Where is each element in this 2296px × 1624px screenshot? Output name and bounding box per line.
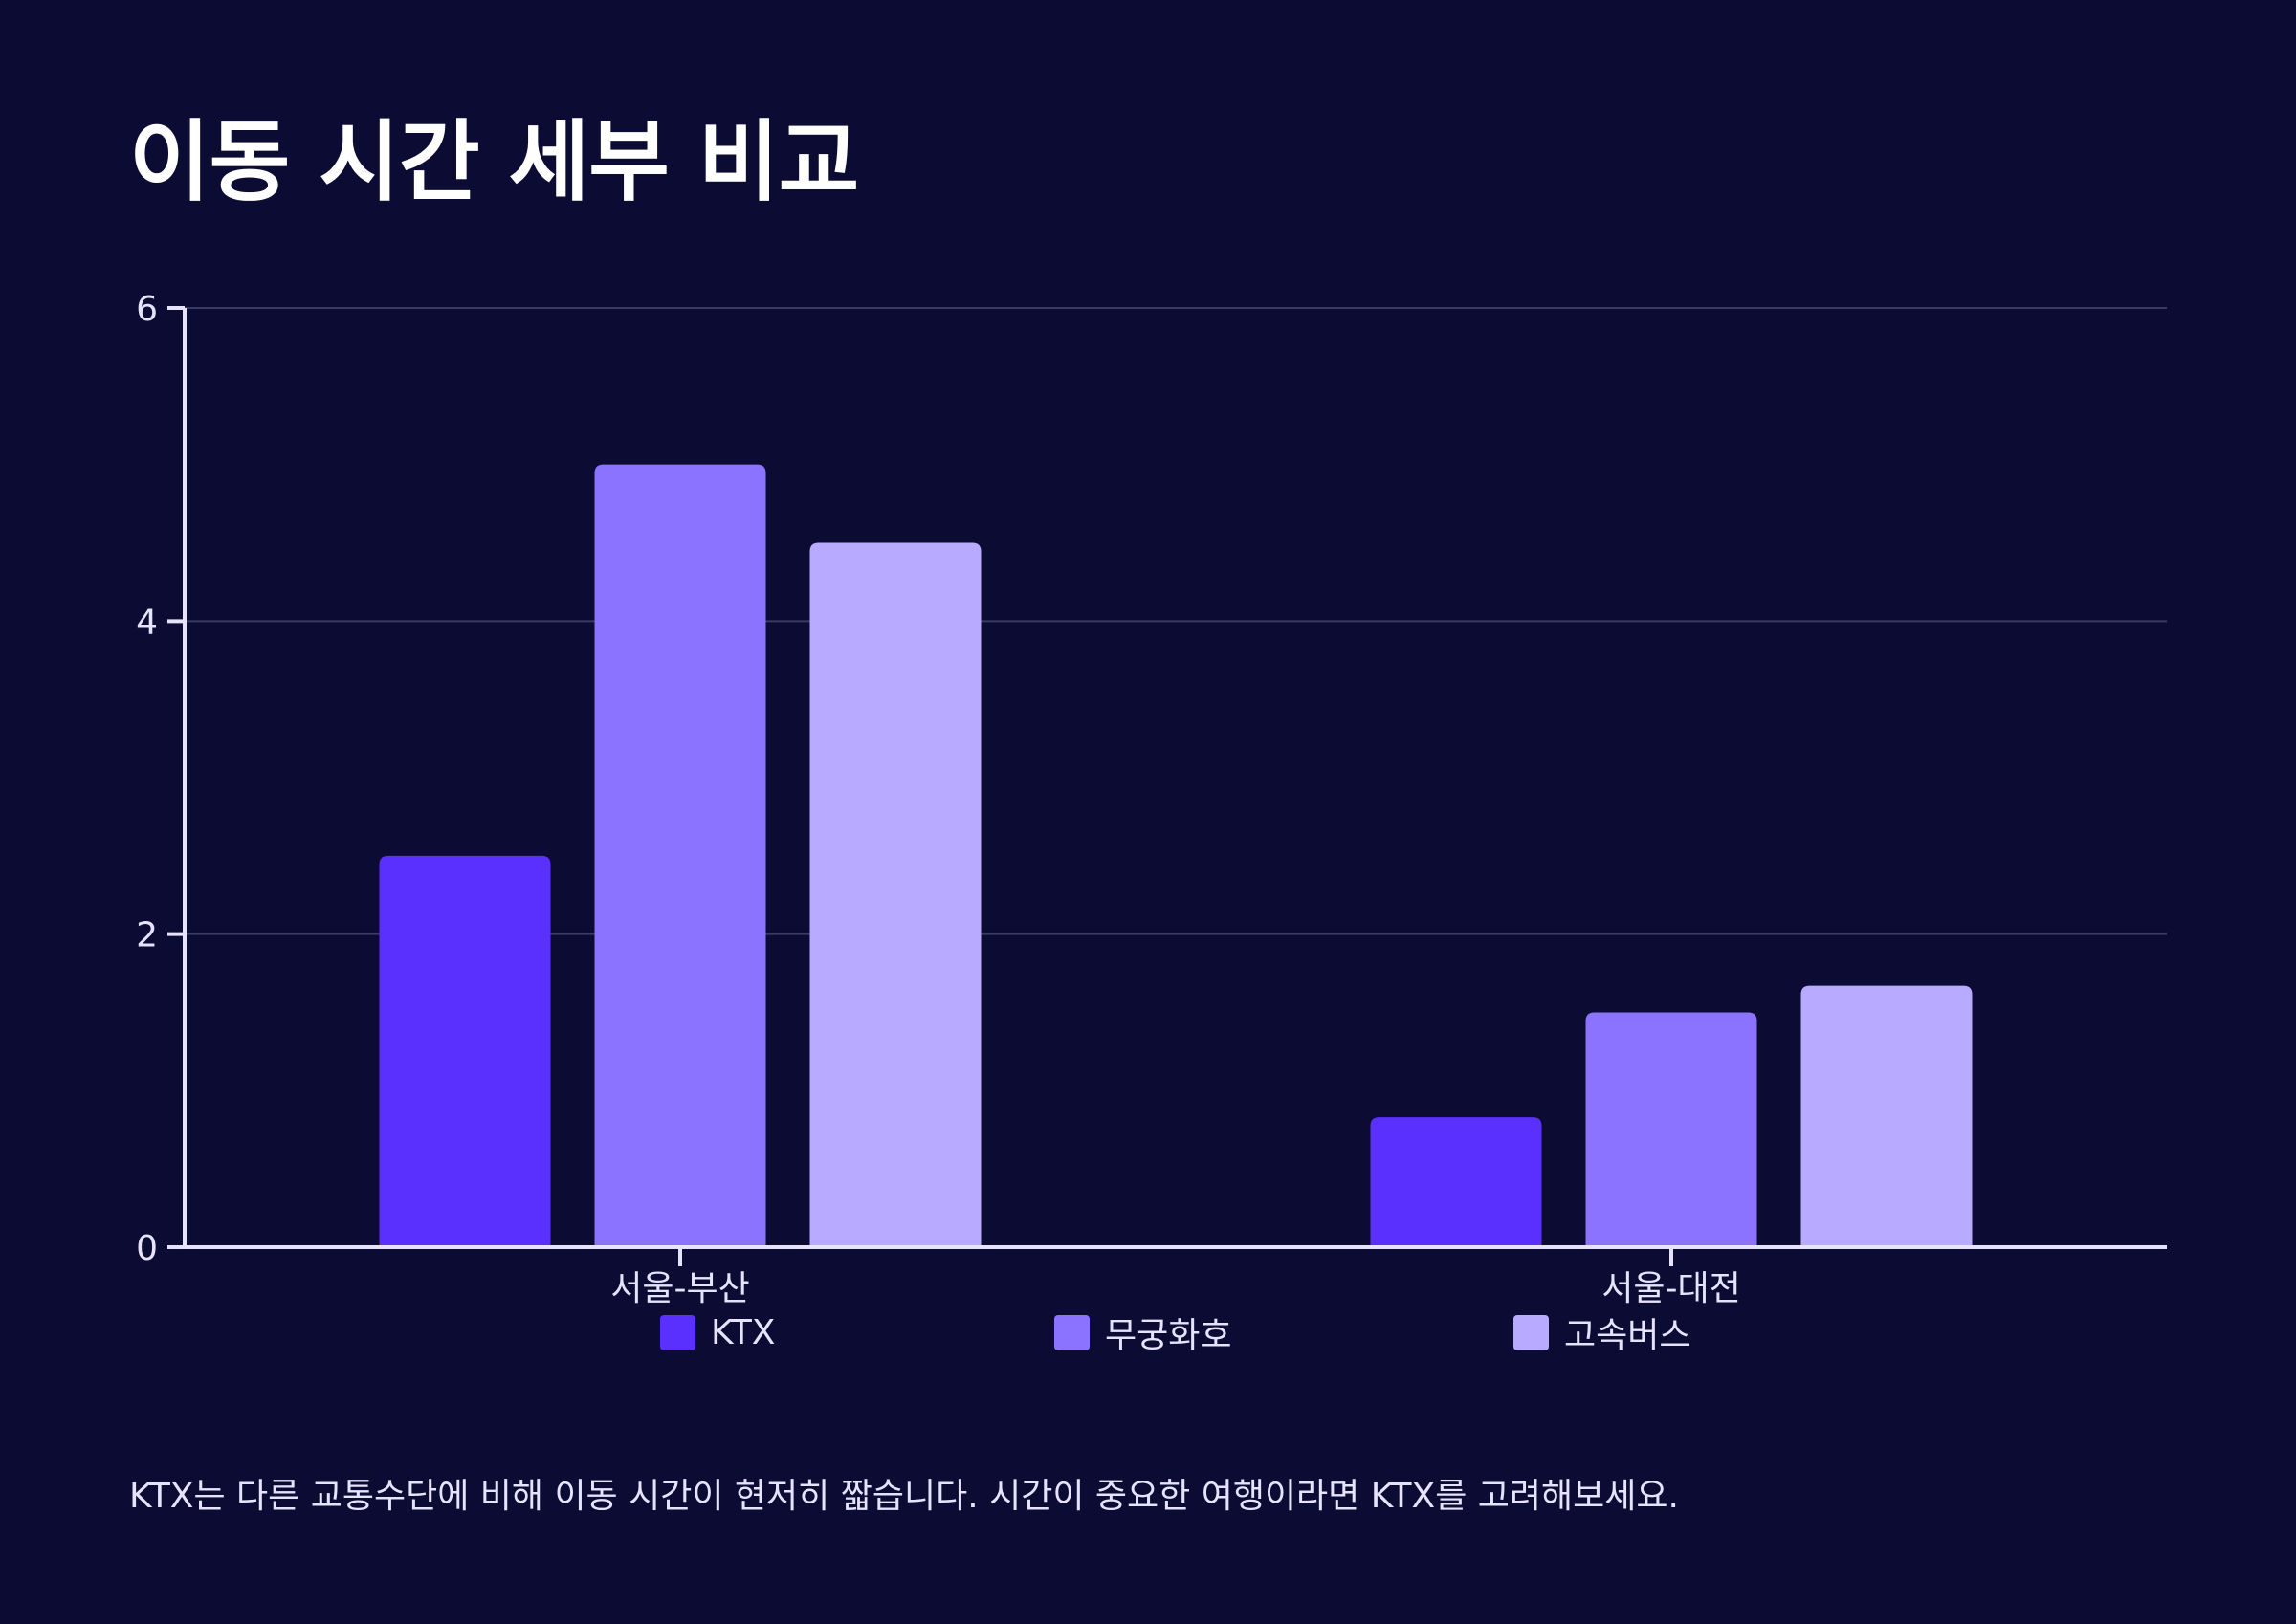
legend-swatch-ktx [660,1314,695,1350]
x-tick-label-0: 서울-부산 [610,1269,749,1308]
chart-title: 이동 시간 세부 비교 [129,111,859,213]
bar-1-2 [1800,985,1973,1247]
y-tick-label-6: 6 [136,290,158,329]
bar-0-0 [379,855,551,1247]
x-tick-label-1: 서울-대전 [1601,1269,1740,1308]
legend-label-express-bus: 고속버스 [1564,1316,1691,1355]
legend-label-ktx: KTX [711,1312,776,1352]
legend-swatch-express-bus [1513,1314,1549,1350]
bar-0-2 [809,542,982,1247]
bar-1-0 [1370,1117,1542,1247]
bar-0-1 [594,464,766,1248]
legend-swatch-mugunghwa [1054,1314,1090,1350]
axes: 0 2 4 6 서울-부산 서울-대전 [136,290,2167,1308]
legend-item-mugunghwa[interactable]: 무궁화호 [1054,1310,1232,1355]
y-tick-label-0: 0 [136,1229,158,1268]
legend-item-express-bus[interactable]: 고속버스 [1513,1310,1691,1355]
legend-label-mugunghwa: 무궁화호 [1105,1316,1232,1355]
legend: KTX 무궁화호 고속버스 [0,1310,2296,1355]
grid-lines [185,307,2167,935]
y-tick-label-2: 2 [136,916,158,955]
bars [379,464,1973,1248]
legend-item-ktx[interactable]: KTX [660,1310,775,1354]
chart-caption: KTX는 다른 교통수단에 비해 이동 시간이 현저히 짧습니다. 시간이 중요… [129,1477,1679,1516]
bar-1-1 [1585,1012,1757,1247]
y-tick-label-4: 4 [136,603,158,642]
